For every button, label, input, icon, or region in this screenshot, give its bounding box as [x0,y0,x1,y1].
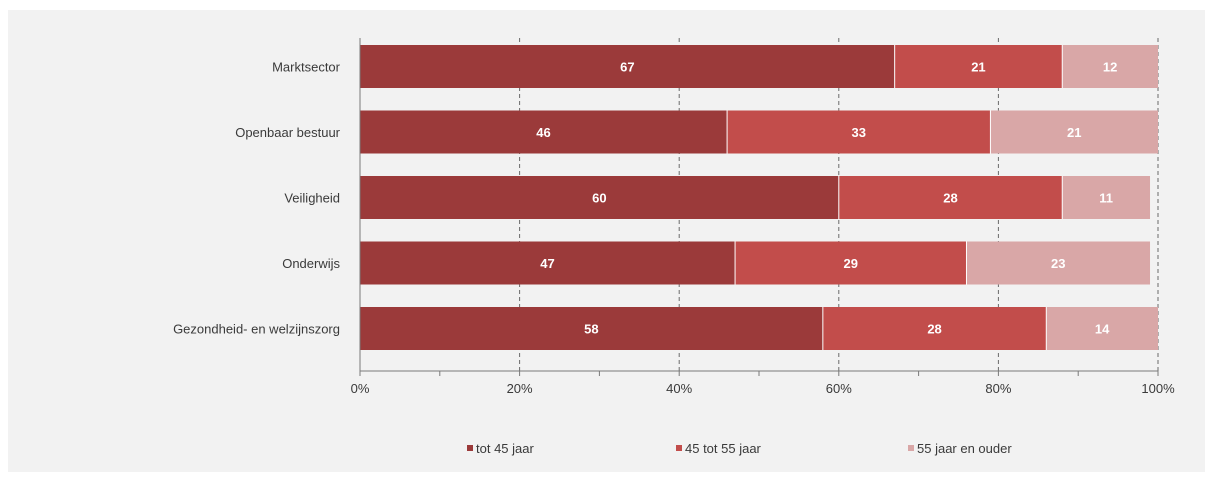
bar-segment [735,241,967,285]
data-label: 11 [1099,191,1113,206]
data-label: 46 [536,125,550,140]
bar-segment [1046,307,1158,350]
data-label: 28 [943,191,957,206]
category-label: Onderwijs [282,256,340,271]
data-label: 33 [852,125,866,140]
bar-segment [1062,45,1158,88]
bar-segment [822,307,1047,350]
legend-swatch [467,445,473,451]
data-label: 23 [1051,256,1065,271]
x-axis: 0% 20% 40% 60% 80% 100% [351,38,1175,396]
bar-segment [360,45,895,88]
data-label: 47 [540,256,554,271]
bar-segment [838,176,1063,219]
legend-label: tot 45 jaar [476,441,534,456]
bar-segment [894,45,1063,88]
bar-segment [727,110,991,154]
legend: tot 45 jaar 45 tot 55 jaar 55 jaar en oude… [467,441,1012,456]
x-tick-label: 0% [351,381,370,396]
bar-segment [966,241,1151,285]
data-label: 12 [1103,60,1117,75]
category-label: Veiligheid [284,191,340,206]
category-label: Openbaar bestuur [235,125,340,140]
x-tick-label: 60% [826,381,852,396]
bar-segment [360,307,823,350]
x-tick-label: 40% [666,381,692,396]
data-label: 21 [971,60,985,75]
x-tick-label: 100% [1141,381,1175,396]
bar-segment [1062,176,1151,219]
data-label: 14 [1095,322,1110,337]
data-label: 28 [927,322,941,337]
data-label: 60 [592,191,606,206]
data-label: 58 [584,322,598,337]
legend-label: 45 tot 55 jaar [685,441,762,456]
data-label: 67 [620,60,634,75]
legend-swatch [908,445,914,451]
category-label: Marktsector [272,60,341,75]
bars: 67 21 12 46 33 21 60 28 11 47 29 23 58 28 14 [360,45,1158,350]
legend-label: 55 jaar en ouder [917,441,1012,456]
legend-swatch [676,445,682,451]
bar-segment [990,110,1158,154]
x-tick-label: 20% [507,381,533,396]
bar-segment [360,241,736,285]
x-tick-label: 80% [985,381,1011,396]
data-label: 29 [844,256,858,271]
category-labels: Marktsector Openbaar bestuur Veiligheid Ond… [173,60,341,337]
bar-segment [360,110,728,154]
category-label: Gezondheid- en welzijnszorg [173,322,340,337]
bar-segment [360,176,839,219]
data-label: 21 [1067,125,1081,140]
